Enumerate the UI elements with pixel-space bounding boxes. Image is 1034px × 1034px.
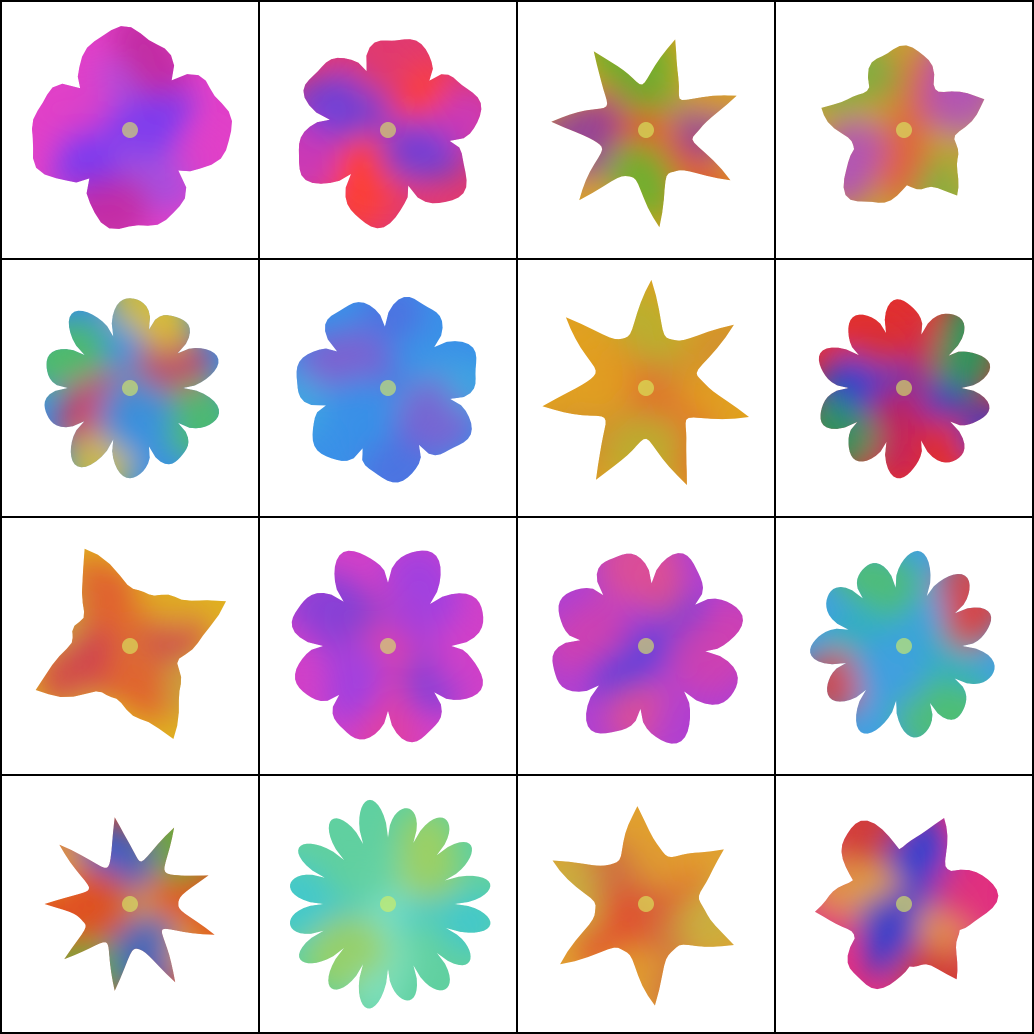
flower-image xyxy=(810,550,995,738)
flower-image xyxy=(32,26,232,229)
flower-image xyxy=(296,297,477,483)
flower-image xyxy=(298,39,482,229)
flower-image xyxy=(44,298,219,479)
generated-image-tile xyxy=(260,518,516,774)
flower-image xyxy=(552,553,743,744)
generated-image-tile xyxy=(776,260,1032,516)
generated-image-tile xyxy=(2,2,258,258)
generated-image-tile xyxy=(2,260,258,516)
generated-image-tile xyxy=(776,518,1032,774)
flower-image xyxy=(35,548,227,740)
generated-image-tile xyxy=(518,776,774,1032)
generated-image-tile xyxy=(776,2,1032,258)
generated-image-tile xyxy=(776,776,1032,1032)
flower-image xyxy=(542,279,749,486)
generated-image-tile xyxy=(518,260,774,516)
generated-image-tile xyxy=(260,260,516,516)
generated-image-tile xyxy=(2,518,258,774)
flower-image xyxy=(552,806,734,1006)
flower-image xyxy=(821,45,985,203)
flower-image xyxy=(291,550,484,743)
flower-image xyxy=(818,299,991,479)
flower-image xyxy=(815,818,999,990)
flower-image xyxy=(290,799,491,1009)
generated-image-tile xyxy=(2,776,258,1032)
generated-image-tile xyxy=(518,2,774,258)
flower-image xyxy=(44,817,215,991)
generated-image-tile xyxy=(260,2,516,258)
flower-image xyxy=(551,39,737,228)
generated-image-tile xyxy=(518,518,774,774)
generated-image-tile xyxy=(260,776,516,1032)
